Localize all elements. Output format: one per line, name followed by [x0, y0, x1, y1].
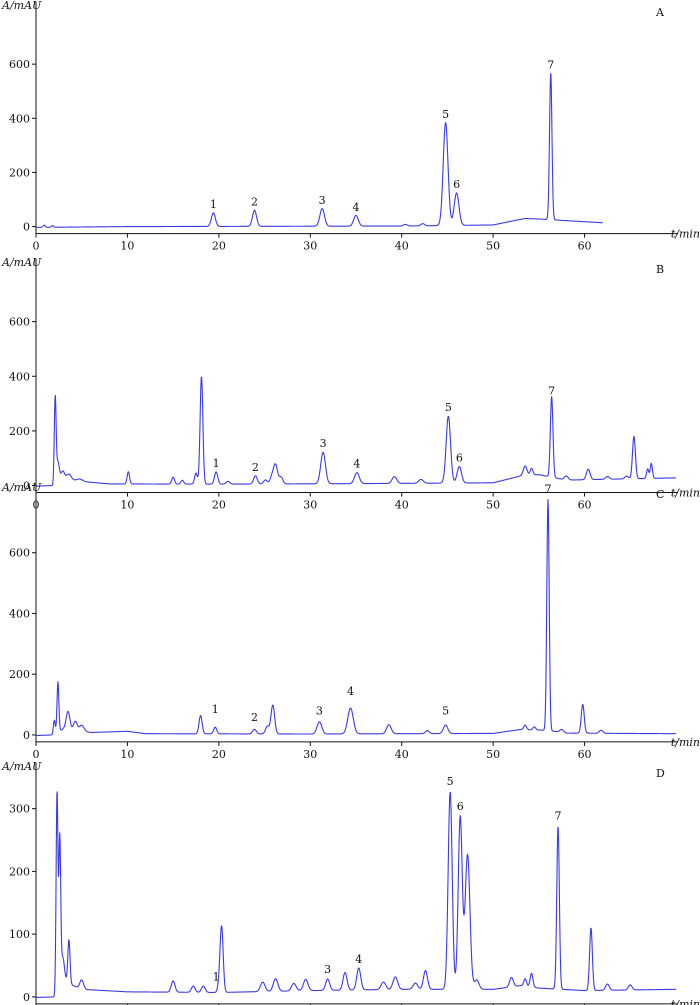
- y-tick-label: 200: [9, 166, 30, 179]
- peak-label: 6: [453, 178, 460, 191]
- y-tick-label: 0: [23, 729, 30, 742]
- panel-letter: A: [655, 6, 665, 19]
- x-tick-label: 10: [120, 240, 134, 253]
- y-tick-label: 0: [23, 480, 30, 493]
- x-tick-label: 30: [303, 748, 317, 761]
- peak-label: 4: [353, 201, 360, 214]
- x-tick-label: 10: [120, 499, 134, 512]
- x-tick-label: 50: [486, 748, 500, 761]
- x-axis-label: t/min: [671, 228, 700, 241]
- peak-label: 4: [347, 685, 354, 698]
- y-tick-label: 300: [9, 803, 30, 816]
- x-tick-label: 20: [212, 240, 226, 253]
- x-tick-label: 60: [578, 240, 592, 253]
- peak-label: 5: [445, 401, 452, 414]
- peak-label: 6: [457, 800, 464, 813]
- panel-letter: B: [656, 263, 664, 276]
- y-tick-label: 400: [9, 607, 30, 620]
- peak-label: 7: [545, 482, 552, 495]
- peak-label: 7: [547, 59, 554, 72]
- chromatogram-trace: [35, 376, 677, 487]
- x-axis-label: t/min: [671, 998, 700, 1005]
- peak-label: 2: [251, 711, 258, 724]
- peak-label: 5: [442, 108, 449, 121]
- panel-letter: C: [656, 488, 664, 501]
- chart-panel-b: 02004006000102030405060A/mAUt/minB123456…: [1, 256, 700, 512]
- peak-label: 3: [320, 437, 327, 450]
- peak-label: 3: [316, 705, 323, 718]
- x-tick-label: 50: [486, 499, 500, 512]
- peak-label: 2: [252, 461, 259, 474]
- y-axis-label: A/mAU: [1, 0, 42, 12]
- peak-label: 3: [319, 194, 326, 207]
- peak-label: 3: [324, 963, 331, 976]
- peak-label: 1: [210, 198, 217, 211]
- x-tick-label: 10: [120, 748, 134, 761]
- x-tick-label: 50: [486, 240, 500, 253]
- y-tick-label: 400: [9, 370, 30, 383]
- x-tick-label: 0: [33, 748, 40, 761]
- peak-label: 7: [555, 809, 562, 822]
- x-tick-label: 30: [303, 499, 317, 512]
- peak-label: 5: [447, 775, 454, 788]
- peak-label: 2: [251, 195, 258, 208]
- y-tick-label: 0: [23, 221, 30, 234]
- x-tick-label: 40: [395, 240, 409, 253]
- chromatogram-trace: [35, 499, 677, 737]
- y-tick-label: 400: [9, 112, 30, 125]
- x-tick-label: 60: [578, 499, 592, 512]
- y-axis-label: A/mAU: [1, 256, 42, 269]
- y-tick-label: 100: [9, 928, 30, 941]
- y-tick-label: 600: [9, 547, 30, 560]
- chromatogram-trace: [35, 791, 677, 999]
- peak-label: 6: [456, 451, 463, 464]
- x-tick-label: 0: [33, 240, 40, 253]
- y-tick-label: 200: [9, 668, 30, 681]
- x-tick-label: 20: [212, 499, 226, 512]
- y-tick-label: 600: [9, 316, 30, 329]
- chart-panel-a: 0 200 400 600 0 10 20 30 40 50 60 A/mAU t/min A 1 2 3 4 5 6…: [1, 0, 700, 253]
- peak-label: 1: [213, 457, 220, 470]
- x-tick-label: 30: [303, 240, 317, 253]
- peak-label: 5: [442, 705, 449, 718]
- y-axis-label: A/mAU: [1, 481, 42, 494]
- x-tick-label: 40: [395, 499, 409, 512]
- y-tick-label: 200: [9, 425, 30, 438]
- x-tick-label: 40: [395, 748, 409, 761]
- peak-label: 1: [213, 971, 220, 984]
- y-tick-label: 200: [9, 865, 30, 878]
- x-tick-label: 60: [578, 748, 592, 761]
- chromatogram-trace: [35, 73, 604, 228]
- x-axis-label: t/min: [671, 736, 700, 749]
- x-tick-label: 20: [212, 748, 226, 761]
- peak-label: 4: [353, 458, 360, 471]
- x-axis-label: t/min: [671, 487, 700, 500]
- peak-label: 7: [548, 384, 555, 397]
- y-tick-label: 0: [23, 991, 30, 1004]
- panel-letter: D: [656, 767, 665, 780]
- y-tick-label: 600: [9, 58, 30, 71]
- y-axis-label: A/mAU: [1, 760, 42, 773]
- peak-label: 1: [212, 703, 219, 716]
- peak-label: 4: [355, 953, 362, 966]
